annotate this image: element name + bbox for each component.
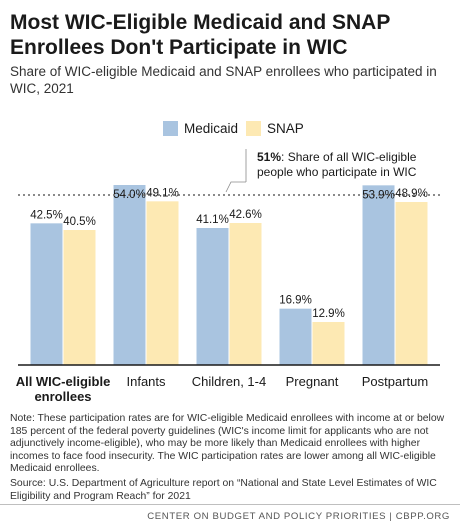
reference-callout-pointer — [226, 182, 246, 192]
data-label-medicaid: 16.9% — [279, 295, 312, 307]
reference-label-line-2: people who participate in WIC — [257, 165, 417, 179]
bar-snap — [64, 230, 96, 365]
category-label: Pregnant — [286, 374, 339, 389]
data-label-medicaid: 53.9% — [362, 189, 395, 201]
bar-snap — [313, 322, 345, 365]
data-label-medicaid: 54.0% — [113, 189, 146, 201]
footer-divider — [0, 504, 460, 505]
chart-subtitle: Share of WIC-eligible Medicaid and SNAP … — [10, 63, 450, 97]
category-label: Infants — [126, 374, 166, 389]
category-label: Children, 1-4 — [192, 374, 266, 389]
chart-title: Most WIC-Eligible Medicaid and SNAP Enro… — [10, 10, 450, 60]
bar-medicaid — [363, 185, 395, 365]
bar-medicaid — [280, 309, 312, 365]
bar-medicaid — [197, 228, 229, 365]
category-label: All WIC-eligible enrollees — [16, 374, 111, 404]
bar-snap — [147, 201, 179, 365]
legend-swatch-snap — [246, 121, 261, 136]
data-label-medicaid: 42.5% — [30, 209, 63, 221]
data-label-snap: 40.5% — [63, 216, 96, 228]
legend-swatch-medicaid — [163, 121, 178, 136]
data-label-medicaid: 41.1% — [196, 214, 229, 226]
bar-medicaid — [114, 185, 146, 365]
chart-source: Source: U.S. Department of Agriculture r… — [10, 478, 450, 503]
bar-chart: Medicaid SNAP 51%: Share of all WIC-eligib… — [0, 110, 460, 405]
legend-label-medicaid: Medicaid — [184, 121, 238, 136]
bar-snap — [396, 202, 428, 365]
data-label-snap: 12.9% — [312, 308, 345, 320]
legend-label-snap: SNAP — [267, 121, 304, 136]
data-label-snap: 48.9% — [395, 188, 428, 200]
data-label-snap: 42.6% — [229, 209, 262, 221]
top-bar — [0, 0, 460, 4]
data-label-snap: 49.1% — [146, 187, 179, 199]
bar-snap — [230, 223, 262, 365]
footer-credit: CENTER ON BUDGET AND POLICY PRIORITIES |… — [147, 511, 450, 522]
bar-medicaid — [31, 223, 63, 365]
chart-note: Note: These participation rates are for … — [10, 413, 450, 476]
category-label: Postpartum — [362, 374, 428, 389]
reference-label: 51%: Share of all WIC-eligible — [257, 150, 417, 164]
